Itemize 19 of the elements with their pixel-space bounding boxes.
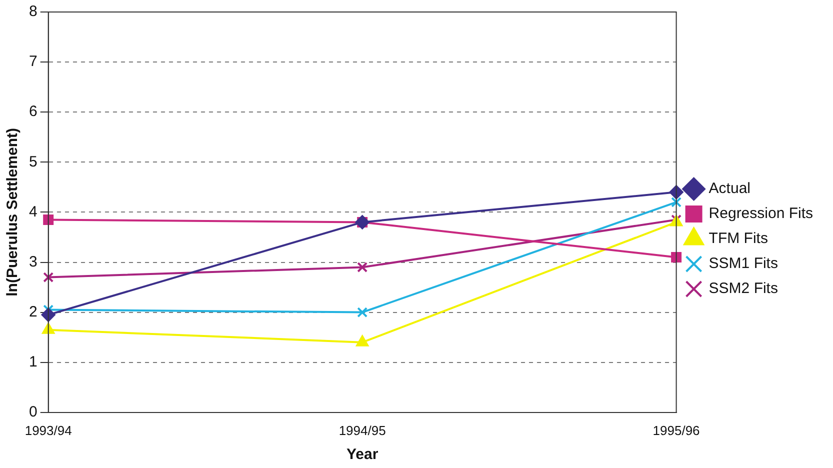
legend-label: SSM1 Fits [708, 255, 778, 272]
y-tick-label: 5 [29, 153, 38, 170]
y-tick-label: 6 [29, 103, 38, 120]
legend-label: TFM Fits [708, 230, 768, 248]
legend-label: Regression Fits [708, 205, 813, 222]
x-tick-label: 1993/94 [24, 422, 72, 438]
y-tick-label: 7 [29, 53, 38, 70]
y-tick-label: 0 [29, 404, 38, 421]
legend-label: Actual [708, 180, 750, 198]
y-axis-title: ln(Puerulus Settlement) [4, 128, 22, 296]
y-tick-label: 4 [29, 203, 38, 220]
y-tick-label: 1 [29, 353, 38, 370]
y-tick-label: 3 [29, 253, 38, 270]
y-tick-label: 2 [29, 303, 38, 320]
legend-label: SSM2 Fits [708, 280, 778, 298]
x-tick-label: 1995/96 [652, 422, 700, 438]
y-tick-label: 8 [29, 3, 38, 20]
x-axis-title: Year [346, 446, 378, 464]
x-tick-label: 1994/95 [338, 422, 386, 438]
